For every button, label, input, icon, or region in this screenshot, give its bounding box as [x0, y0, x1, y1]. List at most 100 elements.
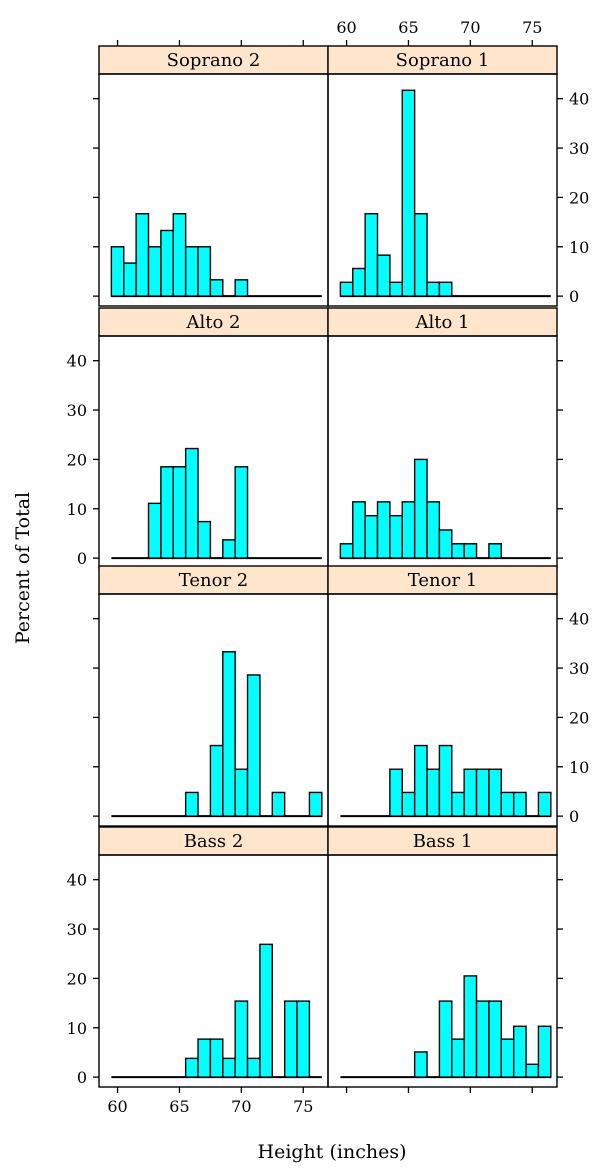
- bar: [197, 1038, 212, 1078]
- panel-frame: [327, 73, 558, 307]
- y-tick-label: 20: [67, 450, 87, 469]
- x-tick-label: 75: [293, 1097, 313, 1116]
- x-tick-label: 70: [460, 18, 480, 37]
- bar: [209, 279, 224, 297]
- strip-label: Tenor 2: [179, 570, 248, 591]
- bar: [234, 1000, 249, 1078]
- y-tick-label: 30: [569, 139, 589, 158]
- bar: [339, 281, 354, 297]
- y-tick-label: 0: [77, 549, 87, 568]
- bar: [259, 943, 273, 1078]
- bar: [376, 254, 391, 297]
- bar: [413, 1051, 428, 1078]
- bar: [500, 791, 515, 817]
- x-tick-label: 70: [231, 1097, 251, 1116]
- bar: [438, 281, 453, 297]
- bar: [389, 768, 403, 817]
- bar: [451, 791, 465, 817]
- bar: [246, 674, 261, 817]
- bar: [426, 281, 441, 297]
- bar: [488, 543, 502, 559]
- bar: [246, 1057, 261, 1078]
- bar: [339, 543, 354, 559]
- panel-frame: [98, 335, 329, 569]
- bar: [184, 246, 199, 297]
- bar: [271, 791, 286, 817]
- strip-soprano-1: [327, 45, 558, 75]
- bar: [222, 539, 236, 559]
- bar: [308, 791, 323, 817]
- strip-label: Alto 1: [415, 312, 470, 333]
- panel-alto-2: Alto 2: [98, 307, 329, 569]
- bar: [184, 791, 199, 817]
- x-tick-label: 60: [336, 18, 356, 37]
- panel-bass-2: Bass 2: [98, 826, 329, 1088]
- bar: [463, 975, 478, 1078]
- bar: [209, 744, 224, 817]
- bar: [451, 543, 465, 559]
- y-tick-label: 40: [569, 90, 589, 109]
- strip-bass-1: [327, 826, 558, 856]
- bar: [197, 520, 212, 559]
- bar: [147, 502, 162, 559]
- y-tick-label: 0: [569, 807, 579, 826]
- y-tick-label: 0: [77, 1068, 87, 1087]
- y-tick-label: 30: [67, 920, 87, 939]
- bar: [364, 514, 379, 559]
- bar: [352, 501, 366, 559]
- bar: [184, 1057, 199, 1078]
- bar: [234, 279, 249, 297]
- strip-tenor-1: [327, 565, 558, 595]
- panel-tenor-1: Tenor 1: [327, 565, 558, 827]
- y-tick-label: 40: [67, 352, 87, 371]
- bar: [401, 89, 416, 297]
- bar: [147, 246, 162, 297]
- bar: [512, 791, 527, 817]
- bar: [123, 262, 137, 297]
- y-tick-label: 40: [569, 610, 589, 629]
- bar: [525, 1063, 540, 1078]
- x-tick-label: 60: [107, 1097, 127, 1116]
- panel-soprano-2: Soprano 2: [98, 45, 329, 307]
- y-tick-label: 10: [67, 1019, 87, 1038]
- bar: [426, 768, 441, 817]
- bar: [376, 501, 391, 559]
- x-tick-label: 65: [398, 18, 418, 37]
- bar: [512, 1025, 527, 1078]
- bar: [160, 466, 174, 559]
- y-tick-label: 20: [569, 708, 589, 727]
- y-tick-label: 0: [569, 287, 579, 306]
- y-tick-label: 20: [67, 969, 87, 988]
- bar: [160, 229, 174, 297]
- bar: [234, 768, 249, 817]
- bar: [172, 466, 187, 559]
- bar: [364, 212, 379, 297]
- strip-label: Bass 1: [413, 831, 473, 852]
- bar: [537, 791, 552, 817]
- bar: [389, 514, 403, 559]
- bar: [296, 1000, 311, 1078]
- panel-tenor-2: Tenor 2: [98, 565, 329, 827]
- strip-label: Soprano 2: [167, 50, 261, 71]
- bar: [110, 246, 125, 297]
- bar: [401, 501, 416, 559]
- y-tick-label: 20: [569, 188, 589, 207]
- strip-label: Tenor 1: [408, 570, 477, 591]
- bar: [209, 1038, 224, 1078]
- y-tick-label: 30: [569, 659, 589, 678]
- strip-label: Alto 2: [186, 312, 241, 333]
- x-axis-title: Height (inches): [258, 1141, 407, 1163]
- panel-alto-1: Alto 1: [327, 307, 558, 569]
- bar: [451, 1038, 465, 1078]
- bar: [184, 447, 199, 559]
- bar: [475, 768, 490, 817]
- bar: [537, 1025, 552, 1078]
- bar: [475, 1000, 490, 1078]
- bar: [197, 246, 212, 297]
- bar: [426, 501, 441, 559]
- y-tick-label: 30: [67, 401, 87, 420]
- bar: [463, 768, 478, 817]
- y-tick-label: 10: [67, 500, 87, 519]
- panel-bass-1: Bass 1: [327, 826, 558, 1088]
